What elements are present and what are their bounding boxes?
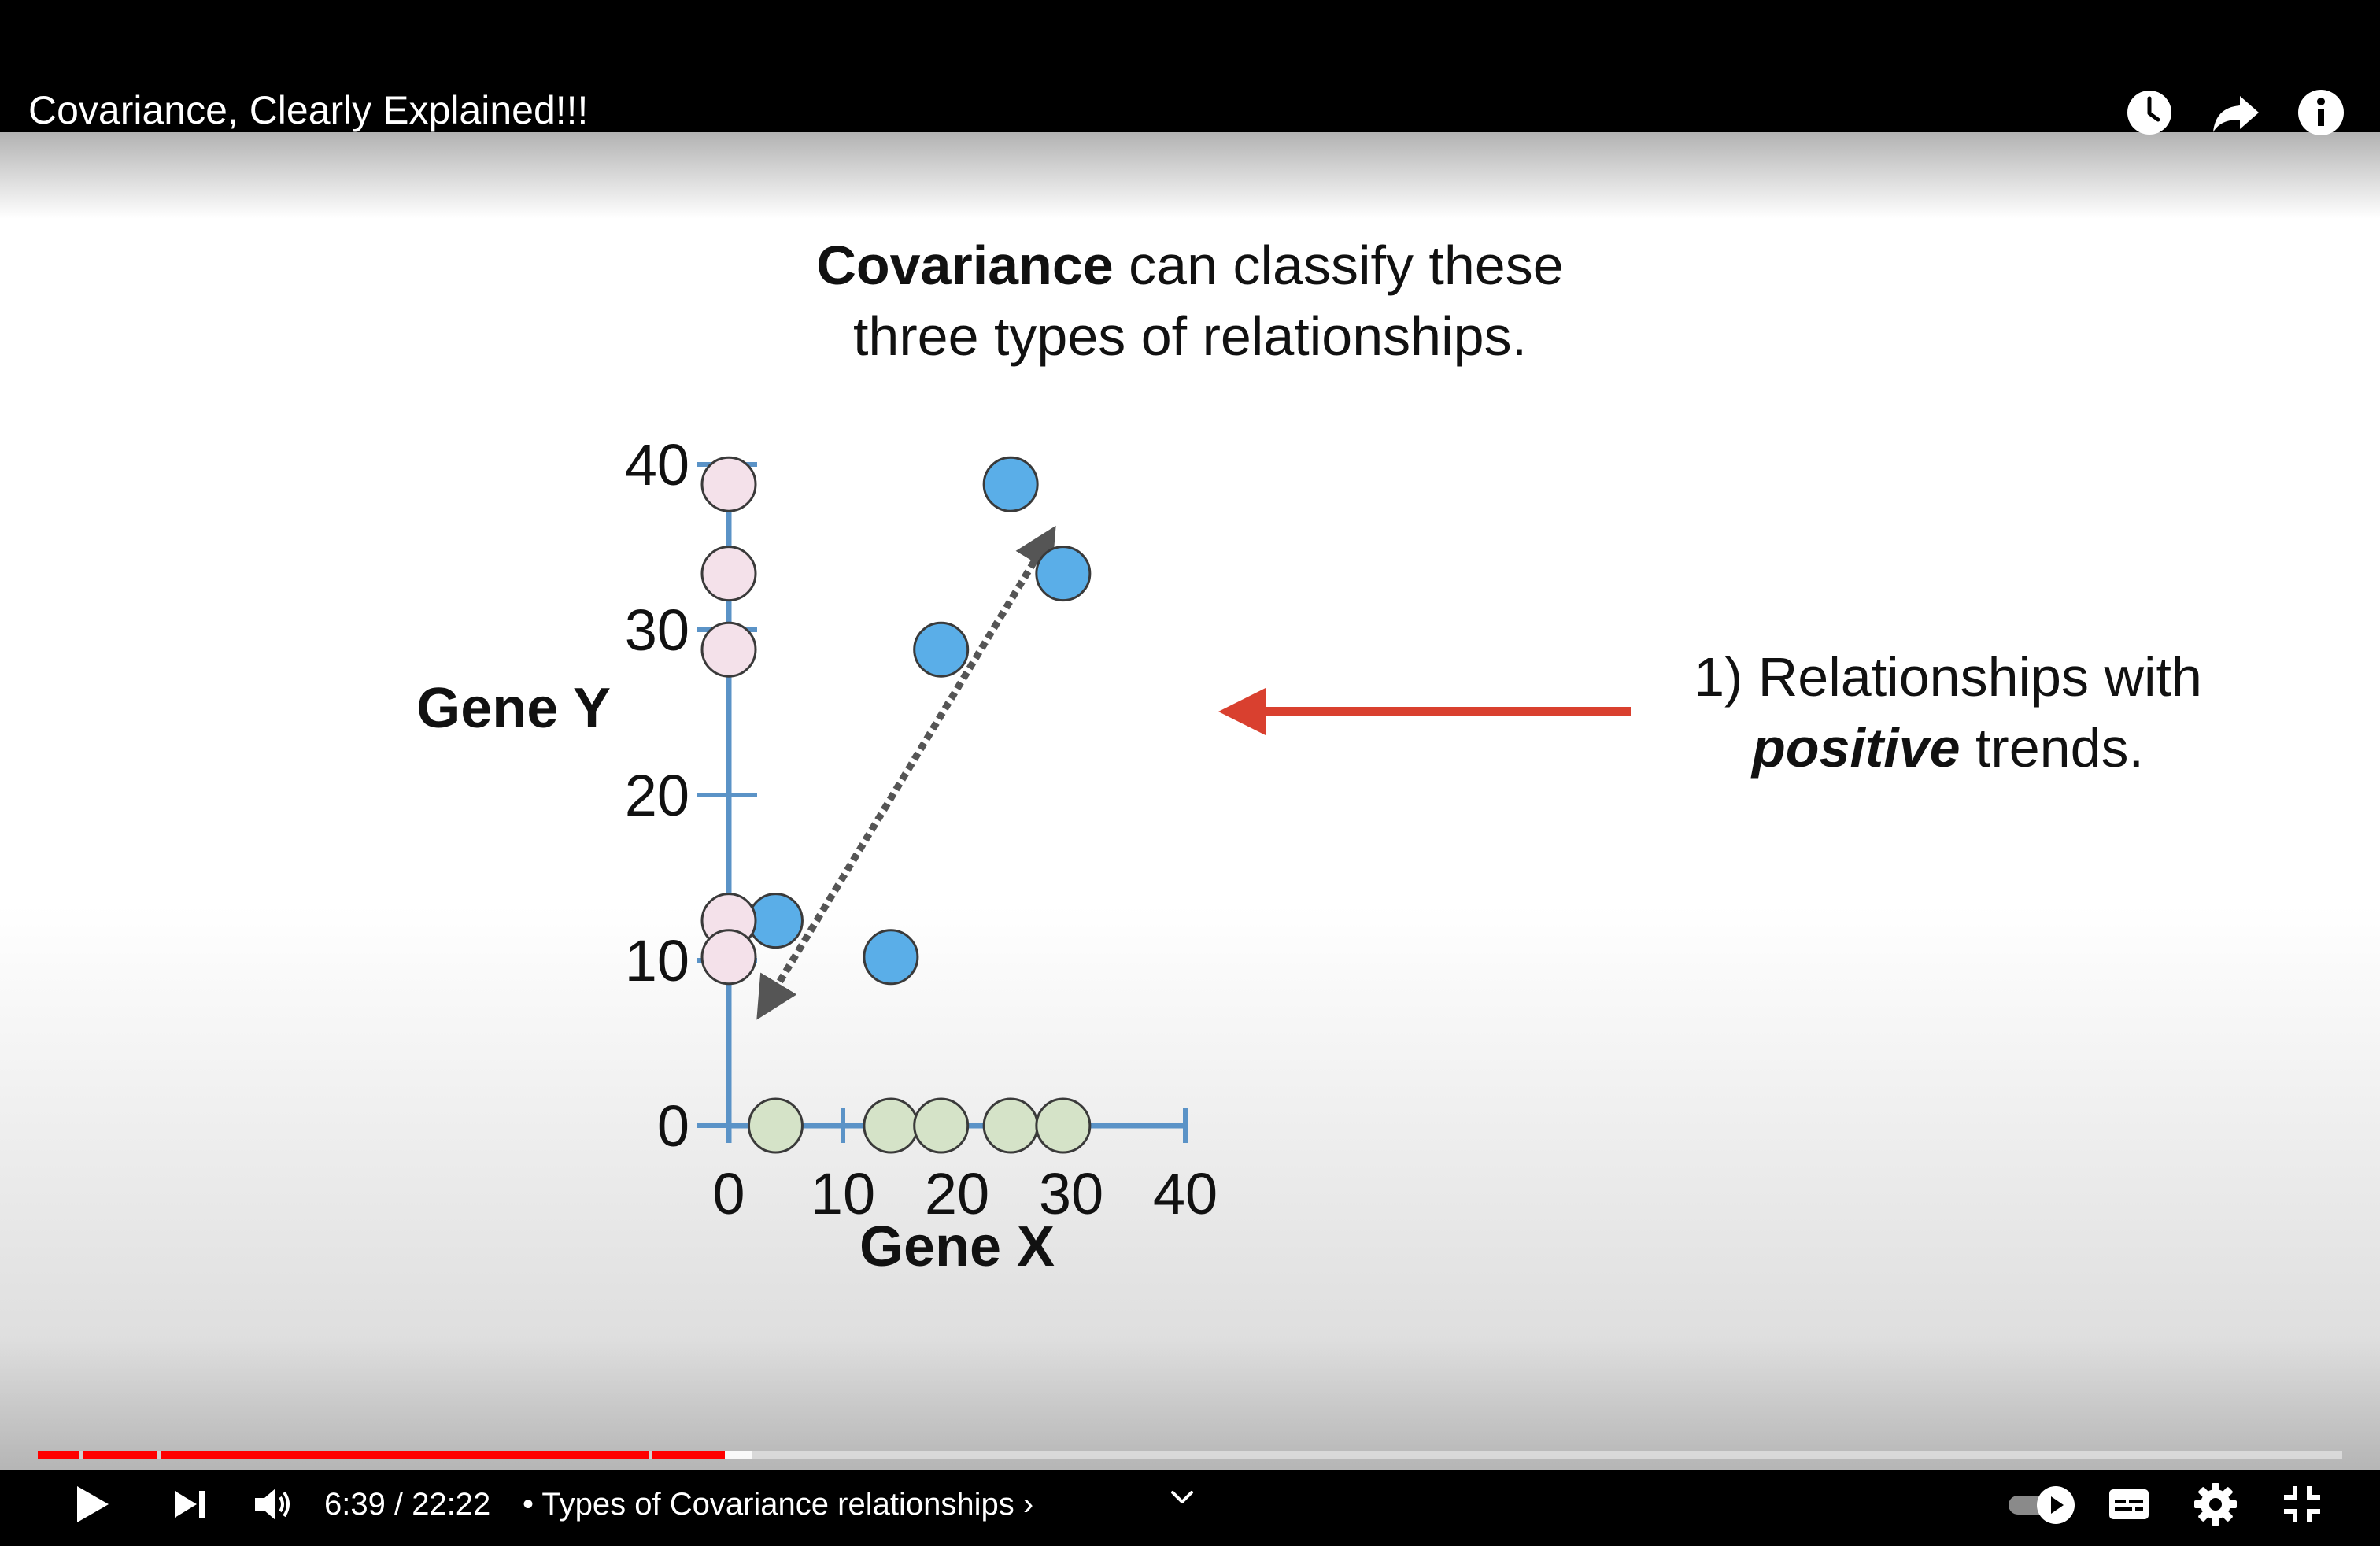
data-point — [913, 1097, 970, 1154]
y-tick-label: 30 — [625, 597, 689, 663]
chart-axes — [697, 462, 1188, 1143]
data-point — [700, 456, 757, 512]
chart-axis-labels: Gene X Gene Y — [416, 677, 1055, 1278]
chapter-label[interactable]: • Types of Covariance relationships › — [523, 1487, 1034, 1522]
play-icon[interactable] — [66, 1478, 118, 1530]
annotation-line2: positive trends. — [1574, 712, 2322, 783]
x-tick-label: 20 — [925, 1161, 989, 1226]
data-point — [1035, 546, 1092, 602]
chart-arrows — [756, 525, 1631, 1020]
data-point — [747, 893, 804, 949]
chart-points — [700, 456, 1092, 1154]
bottom-gradient — [0, 1338, 2380, 1470]
clock-icon[interactable] — [2123, 87, 2175, 139]
top-gradient — [0, 132, 2380, 219]
slide-title-line2: three types of relationships. — [852, 305, 1528, 367]
exit-fullscreen-icon[interactable] — [2276, 1478, 2328, 1530]
chapter-divider — [648, 1451, 652, 1459]
slide-title-line1: Covariance can classify these — [0, 230, 2380, 301]
time-display: 6:39 / 22:22 — [324, 1487, 491, 1522]
y-tick-label: 40 — [625, 432, 689, 497]
data-point — [700, 929, 757, 986]
chevron-down-icon[interactable] — [1165, 1480, 1199, 1515]
info-icon[interactable] — [2295, 87, 2347, 139]
y-tick-label: 10 — [625, 928, 689, 993]
data-point — [747, 1097, 804, 1154]
chart-tick-labels: 0 10 20 30 40 0 10 20 30 40 — [625, 432, 1218, 1226]
data-point — [982, 456, 1039, 512]
video-title[interactable]: Covariance, Clearly Explained!!! — [28, 88, 589, 132]
autoplay-toggle[interactable] — [2005, 1481, 2082, 1529]
progress-bar[interactable] — [38, 1451, 2342, 1459]
y-tick-label: 0 — [657, 1093, 689, 1159]
data-point — [863, 1097, 919, 1154]
data-point — [700, 621, 757, 678]
next-icon[interactable] — [164, 1478, 216, 1530]
data-point — [863, 929, 919, 986]
progress-played[interactable] — [38, 1451, 725, 1459]
chapter-divider — [157, 1451, 162, 1459]
x-axis-label: Gene X — [859, 1215, 1055, 1278]
player-controls — [0, 1470, 2380, 1546]
data-point — [700, 546, 757, 602]
annotation-rest: trends. — [1960, 717, 2144, 779]
data-point — [982, 1097, 1039, 1154]
subtitles-icon[interactable] — [2103, 1478, 2155, 1530]
x-tick-label: 40 — [1153, 1161, 1218, 1226]
x-tick-label: 30 — [1039, 1161, 1103, 1226]
top-bar — [0, 0, 2380, 132]
chapter-divider — [79, 1451, 83, 1459]
y-tick-label: 20 — [625, 763, 689, 828]
settings-icon[interactable] — [2190, 1478, 2241, 1530]
annotation-line1: 1) Relationships with — [1694, 646, 2202, 708]
data-point — [1035, 1097, 1092, 1154]
x-tick-label: 10 — [811, 1161, 875, 1226]
slide-title-rest: can classify these — [1113, 235, 1564, 296]
volume-icon[interactable] — [247, 1478, 299, 1530]
slide-title-bold: Covariance — [816, 235, 1114, 296]
share-icon[interactable] — [2210, 87, 2262, 139]
trend-arrow — [756, 525, 1056, 1020]
x-tick-label: 0 — [712, 1161, 745, 1226]
annotation-emphasis: positive — [1752, 717, 1961, 779]
data-point — [913, 621, 970, 678]
y-axis-label: Gene Y — [416, 677, 611, 740]
